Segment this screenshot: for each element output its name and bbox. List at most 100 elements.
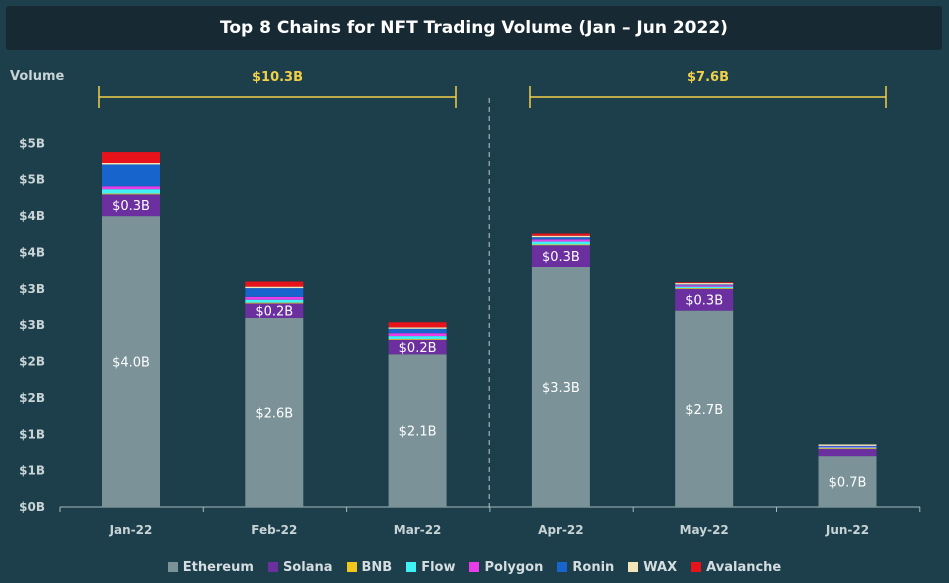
legend-swatch [406,562,417,572]
bar-solana-jun-22 [818,448,877,457]
bar-value-label: $0.2B [255,305,293,320]
legend-swatch [469,562,480,572]
legend-swatch [167,562,178,572]
bar-value-label: $2.6B [255,406,293,421]
y-tick-label: $3B [19,318,45,332]
x-tick-label: Jan-22 [109,523,153,537]
bar-polygon-jun-22 [818,446,877,448]
bar-value-label: $3.3B [542,381,580,396]
bar-avalanche-jan-22 [102,152,160,163]
bar-value-label: $2.7B [685,403,723,418]
bar-flow-apr-22 [531,241,590,245]
legend-swatch [267,562,278,572]
x-tick-label: Mar-22 [394,523,442,537]
legend-label: Polygon [484,559,544,575]
y-tick-label: $2B [19,355,45,369]
bar-bnb-jan-22 [102,193,160,195]
legend-item-flow: Flow [406,560,455,575]
bar-ronin-jan-22 [102,164,160,187]
chart-legend: Ethereum Solana BNB Flow Polygon Ronin WAX Aval… [0,556,949,578]
bar-value-label: $0.3B [112,199,150,214]
bar-wax-may-22 [675,283,734,285]
legend-item-bnb: BNB [346,559,393,575]
bar-wax-mar-22 [388,327,447,329]
bar-polygon-mar-22 [388,333,447,337]
bar-solana-mar-22 [388,339,447,355]
bar-bnb-mar-22 [388,339,447,340]
legend-label: BNB [361,559,393,575]
bar-ethereum-jun-22 [818,456,877,507]
bar-wax-apr-22 [531,235,590,238]
bar-ethereum-may-22 [675,310,734,507]
legend-swatch [557,562,568,572]
x-tick-label: Apr-22 [538,523,583,537]
legend-item-ethereum: Ethereum [167,559,254,575]
bar-polygon-feb-22 [245,296,304,300]
legend-swatch [691,562,702,572]
legend-label: Ethereum [182,559,254,575]
y-tick-label: $0B [19,500,45,514]
bar-avalanche-feb-22 [245,281,304,287]
bar-flow-feb-22 [245,299,304,303]
bar-polygon-apr-22 [531,239,590,242]
period-total-label: $10.3B [252,70,303,85]
x-tick-label: Jun-22 [825,523,869,537]
legend-item-avalanche: Avalanche [691,560,781,575]
bar-flow-mar-22 [388,336,447,339]
bar-value-label: $0.7B [829,476,867,491]
bar-ronin-apr-22 [531,237,590,240]
bar-solana-apr-22 [531,245,590,267]
bar-polygon-jan-22 [102,186,160,190]
bar-flow-jun-22 [818,447,877,449]
bar-wax-jan-22 [102,163,160,165]
bar-bnb-feb-22 [245,302,304,304]
period-total-label: $7.6B [687,70,729,85]
bar-avalanche-mar-22 [388,322,447,328]
y-tick-label: $4B [19,245,45,259]
legend-swatch [628,562,639,572]
bar-ethereum-jan-22 [102,216,160,507]
bar-wax-feb-22 [245,286,304,289]
x-tick-label: May-22 [680,523,729,537]
y-axis-label: Volume [10,69,65,84]
y-tick-label: $1B [19,464,45,478]
y-tick-label: $3B [19,282,45,296]
legend-item-polygon: Polygon [469,560,543,575]
chart-title-bar: Top 8 Chains for NFT Trading Volume (Jan… [6,6,942,50]
legend-item-solana: Solana [267,559,333,575]
legend-swatch [346,562,357,572]
bar-ethereum-apr-22 [531,267,590,507]
bar-solana-feb-22 [245,303,304,318]
bar-avalanche-apr-22 [531,233,590,236]
bar-ronin-mar-22 [388,328,447,334]
bar-avalanche-may-22 [675,282,734,284]
legend-label: Ronin [572,559,615,575]
bar-solana-jan-22 [102,194,160,217]
y-tick-label: $4B [19,209,45,223]
legend-label: Avalanche [706,559,782,575]
bar-value-label: $2.1B [399,425,437,440]
legend-label: Flow [421,559,456,575]
bar-ronin-feb-22 [245,288,304,297]
bar-ethereum-mar-22 [388,354,447,507]
y-tick-label: $5B [19,173,45,187]
y-tick-label: $1B [19,427,45,441]
bar-value-label: $0.3B [542,250,580,265]
chart-title: Top 8 Chains for NFT Trading Volume (Jan… [220,18,728,38]
y-tick-label: $5B [19,136,45,150]
bar-bnb-jun-22 [818,448,877,449]
legend-label: WAX [643,559,678,575]
legend-label: Solana [282,559,333,575]
bar-flow-may-22 [675,286,734,289]
bar-ethereum-feb-22 [245,317,304,507]
legend-item-wax: WAX [628,560,677,575]
bar-bnb-apr-22 [531,244,590,246]
bar-value-label: $0.3B [685,294,723,309]
bar-flow-jan-22 [102,189,160,194]
y-tick-label: $2B [19,391,45,405]
bar-ronin-jun-22 [818,445,877,447]
legend-item-ronin: Ronin [557,560,614,575]
x-tick-label: Feb-22 [251,523,297,537]
bar-polygon-may-22 [675,285,734,287]
